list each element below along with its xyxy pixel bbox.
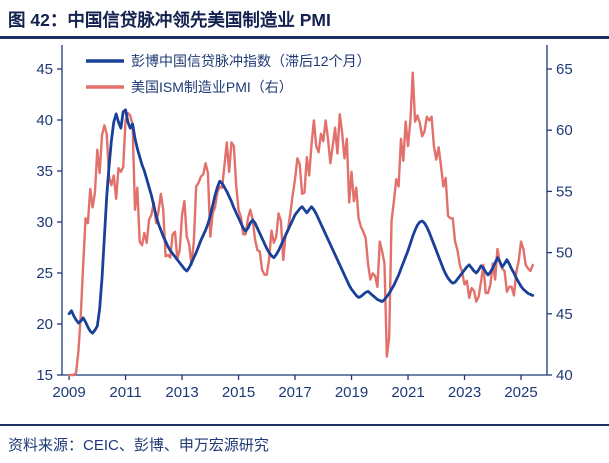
x-axis-tick-label: 2015 [222, 384, 255, 401]
right-axis-tick-label: 65 [556, 61, 573, 78]
x-axis-tick-label: 2021 [391, 384, 424, 401]
right-axis-tick-label: 45 [556, 306, 573, 323]
left-axis-tick-label: 25 [36, 265, 53, 282]
source-note: 资料来源：CEIC、彭博、申万宏源研究 [8, 437, 269, 454]
left-axis-tick-label: 45 [36, 61, 53, 78]
left-axis-tick-label: 20 [36, 316, 53, 333]
legend-label-credit-impulse: 彭博中国信贷脉冲指数（滞后12个月） [131, 53, 371, 69]
legend-label-ism-pmi: 美国ISM制造业PMI（右） [131, 79, 293, 95]
footer-divider [0, 424, 609, 426]
left-axis-tick-label: 30 [36, 214, 53, 231]
x-axis-tick-label: 2013 [165, 384, 198, 401]
x-axis-tick-label: 2011 [109, 384, 141, 401]
right-axis-tick-label: 55 [556, 183, 573, 200]
x-axis-tick-label: 2019 [335, 384, 368, 401]
right-axis-tick-label: 50 [556, 245, 573, 262]
left-axis-tick-label: 15 [36, 367, 53, 384]
x-axis-tick-label: 2017 [278, 384, 311, 401]
left-axis-tick-label: 40 [36, 112, 53, 129]
figure-title: 图 42：中国信贷脉冲领先美国制造业 PMI [8, 10, 331, 30]
left-axis-tick-label: 35 [36, 163, 53, 180]
x-axis-tick-label: 2025 [504, 384, 537, 401]
series-line-ism-pmi [67, 71, 534, 377]
title-divider [0, 36, 609, 39]
right-axis-tick-label: 60 [556, 122, 573, 139]
x-axis-tick-label: 2023 [448, 384, 481, 401]
series-line-credit-impulse [67, 108, 535, 335]
x-axis-tick-label: 2009 [52, 384, 85, 401]
right-axis-tick-label: 40 [556, 367, 573, 384]
